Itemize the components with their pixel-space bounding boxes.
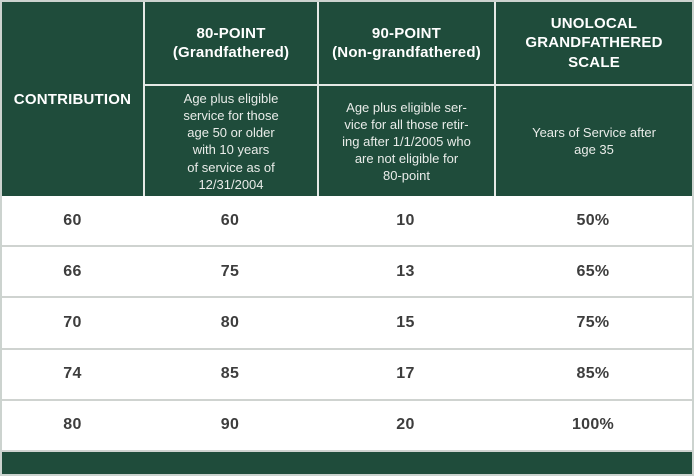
cell-years-of-service: 10	[396, 211, 415, 229]
header-cell-unolocal-subtitle: Years of Service after age 35	[496, 86, 692, 197]
table-row: 80 90 20 100%	[2, 398, 692, 451]
header-cell-80-point-subtitle: Age plus eligible service for those age …	[145, 86, 317, 197]
cell-contribution: 50%	[576, 211, 610, 229]
header-subtitle-90-point: Age plus eligible ser- vice for all thos…	[342, 99, 471, 184]
header-cell-90-point-title: 90-POINT (Non-grandfathered)	[319, 2, 494, 84]
table-row: 60 60 10 50%	[2, 196, 692, 246]
table-header: 80-POINT (Grandfathered) 90-POINT (Non-g…	[2, 2, 692, 197]
header-cell-80-point-title: 80-POINT (Grandfathered)	[145, 2, 317, 84]
table-row: 66 75 13 65%	[2, 245, 692, 297]
cell-90-point: 90	[220, 416, 240, 434]
cell-90-point: 75	[220, 262, 240, 280]
cell-years-of-service: 15	[396, 314, 415, 331]
header-title-contribution: CONTRIBUTION	[13, 90, 132, 108]
header-title-unolocal: UNOLOCAL GRANDFATHERED SCALE	[525, 14, 663, 71]
cell-contribution: 65%	[576, 262, 610, 280]
table-row: 74 85 17 85%	[2, 347, 692, 399]
cell-80-point: 70	[63, 314, 82, 331]
header-title-90-point: 90-POINT (Non-grandfathered)	[332, 24, 481, 62]
cell-contribution: 75%	[576, 314, 610, 331]
cell-years-of-service: 13	[396, 262, 415, 280]
header-cell-90-point-subtitle: Age plus eligible ser- vice for all thos…	[319, 86, 494, 197]
header-subtitle-80-point: Age plus eligible service for those age …	[183, 91, 279, 192]
cell-contribution: 85%	[576, 365, 610, 383]
header-title-80-point: 80-POINT (Grandfathered)	[172, 24, 290, 62]
table-body: 60 60 10 50% 66 75 13 65% 70 80 15 75% 7…	[2, 196, 692, 451]
cell-90-point: 80	[220, 314, 240, 331]
cell-80-point: 74	[63, 365, 82, 383]
cell-80-point: 80	[63, 416, 82, 434]
footer-bar	[2, 450, 692, 474]
cell-years-of-service: 20	[396, 416, 415, 434]
cell-80-point: 66	[63, 262, 82, 280]
cell-contribution: 100%	[571, 416, 615, 434]
cell-90-point: 60	[220, 211, 240, 229]
header-subtitle-unolocal: Years of Service after age 35	[532, 125, 656, 158]
table-row: 70 80 15 75%	[2, 296, 692, 348]
header-cell-unolocal-title: UNOLOCAL GRANDFATHERED SCALE	[496, 2, 692, 84]
cell-years-of-service: 17	[396, 365, 415, 383]
header-cell-contribution: CONTRIBUTION	[2, 2, 143, 197]
cell-80-point: 60	[63, 211, 82, 229]
cell-90-point: 85	[220, 365, 240, 383]
